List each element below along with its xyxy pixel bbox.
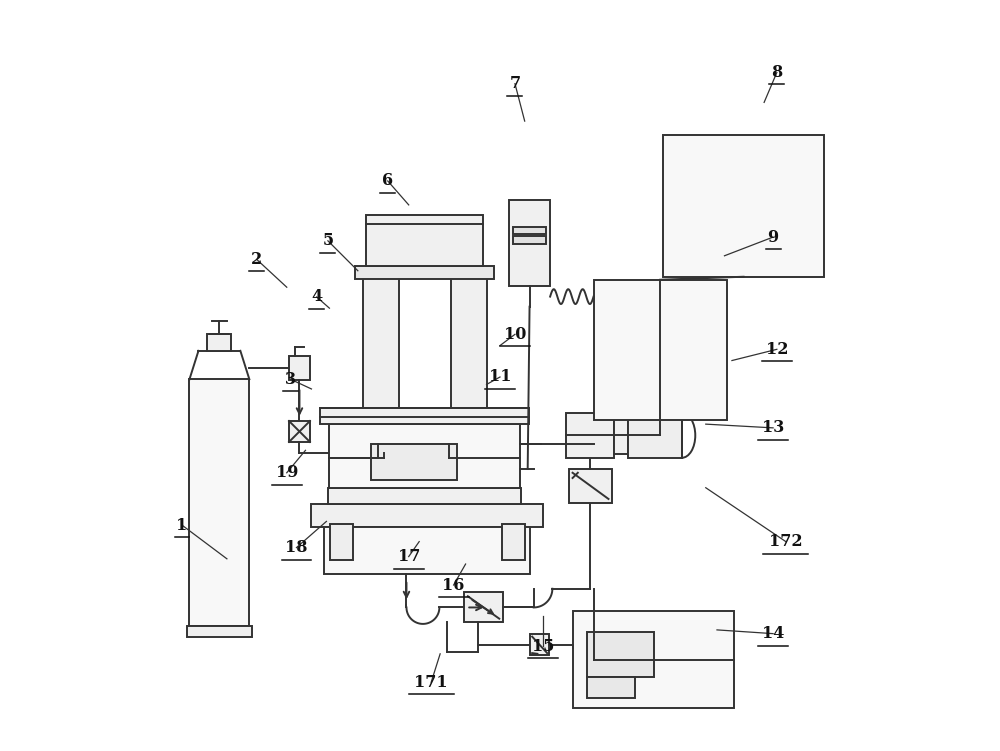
Text: 10: 10 xyxy=(504,326,526,343)
Bar xyxy=(587,632,654,677)
Bar xyxy=(464,593,503,623)
Bar xyxy=(320,408,529,424)
Bar xyxy=(513,236,546,244)
Text: 171: 171 xyxy=(414,674,448,691)
Bar xyxy=(363,273,399,408)
Text: 19: 19 xyxy=(276,464,298,481)
Text: 13: 13 xyxy=(762,419,784,436)
Bar xyxy=(594,279,727,421)
Text: 17: 17 xyxy=(398,548,420,565)
Bar xyxy=(371,445,457,480)
Bar xyxy=(328,487,521,504)
Bar xyxy=(189,379,249,626)
Text: 6: 6 xyxy=(382,173,393,189)
Bar xyxy=(569,469,612,502)
Bar xyxy=(502,524,525,560)
Text: 9: 9 xyxy=(768,228,779,246)
Bar xyxy=(329,424,520,487)
Text: 18: 18 xyxy=(285,539,308,556)
Text: 11: 11 xyxy=(489,369,511,385)
Bar xyxy=(513,228,546,234)
Bar xyxy=(451,273,487,408)
Text: 1: 1 xyxy=(176,517,188,534)
Bar xyxy=(289,421,310,442)
Text: 3: 3 xyxy=(285,371,296,388)
Text: 14: 14 xyxy=(762,625,784,642)
Bar xyxy=(289,356,310,380)
Text: 2: 2 xyxy=(251,251,262,268)
Bar xyxy=(207,334,231,351)
Bar xyxy=(663,134,824,276)
Bar xyxy=(330,524,353,560)
Bar xyxy=(366,215,483,266)
Text: 8: 8 xyxy=(771,64,782,81)
Bar xyxy=(187,626,252,637)
Bar xyxy=(566,413,614,458)
Bar xyxy=(311,504,543,526)
Text: 15: 15 xyxy=(532,638,555,655)
Bar xyxy=(587,677,635,698)
Bar xyxy=(628,413,682,458)
Bar xyxy=(334,443,355,463)
Text: 5: 5 xyxy=(322,232,333,249)
Text: 4: 4 xyxy=(311,288,322,306)
Text: 12: 12 xyxy=(766,341,788,357)
Bar xyxy=(324,526,530,574)
Text: 7: 7 xyxy=(509,75,521,92)
Text: 172: 172 xyxy=(769,533,803,550)
Bar xyxy=(530,635,549,656)
Bar xyxy=(573,611,734,708)
Bar xyxy=(355,266,494,279)
Text: 16: 16 xyxy=(442,577,465,593)
Bar xyxy=(509,200,550,285)
Bar xyxy=(614,417,628,454)
